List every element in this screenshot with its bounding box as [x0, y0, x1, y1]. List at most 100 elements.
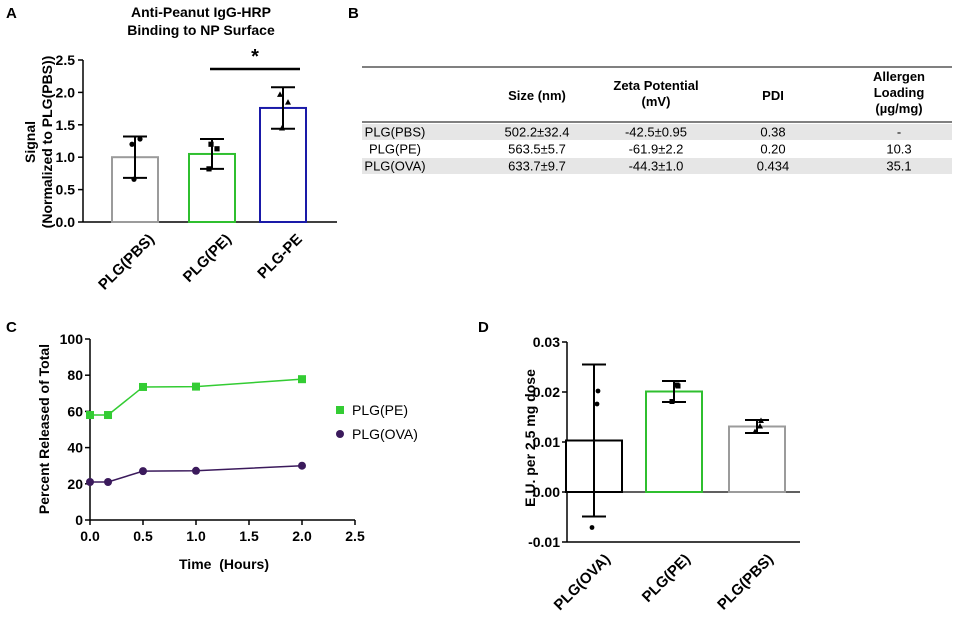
- table-cell: 0.38: [760, 125, 785, 140]
- chart-d-point: [595, 388, 601, 394]
- chart-a-significance-star: *: [251, 46, 259, 68]
- chart-a-ytick-label: 0.5: [56, 182, 76, 198]
- table-cell: -42.5±0.95: [625, 125, 687, 140]
- table-row-shading: [362, 158, 952, 174]
- chart-d-category-label: PLG(OVA): [551, 551, 614, 614]
- chart-c-legend-label: PLG(OVA): [352, 426, 418, 442]
- table-row-shading: [362, 124, 952, 140]
- table-cell: 35.1: [886, 159, 911, 174]
- chart-a-title-line1: Anti-Peanut IgG-HRP: [131, 4, 271, 20]
- table-cell: 10.3: [886, 142, 911, 157]
- chart-c-xtick-label: 2.0: [292, 528, 312, 544]
- chart-d-point: [669, 399, 675, 404]
- chart-a-category-label: PLG(PE): [180, 231, 235, 286]
- table-cell: 0.20: [760, 142, 785, 157]
- chart-a-point: [279, 125, 285, 131]
- chart-c-point-plg-pe: [104, 411, 113, 420]
- table-cell: -44.3±1.0: [629, 159, 684, 174]
- chart-a-ytick-label: 1.0: [56, 149, 76, 165]
- table-b-nanoparticle-properties: Size (nm) Zeta Potential(mV) PDI AllergenLo…: [362, 66, 952, 174]
- chart-c-ytick-label: 60: [67, 403, 83, 419]
- chart-d-bar-plg-pe-: [645, 390, 703, 493]
- chart-d-point: [589, 525, 595, 530]
- chart-a-ytick-label: 2.5: [56, 52, 76, 68]
- chart-c-ytick-label: 0: [75, 512, 83, 528]
- chart-c-ytick-label: 20: [67, 476, 83, 492]
- chart-d-ytick-label: 0.02: [533, 384, 560, 400]
- chart-a-point: [131, 176, 137, 182]
- table-header-cell: Zeta Potential: [613, 78, 698, 93]
- chart-d-ytick-label: -0.01: [528, 534, 560, 550]
- chart-d-point: [674, 382, 680, 388]
- chart-c-ylabel: Percent Released of Total: [36, 344, 52, 514]
- table-cell: PLG(PE): [369, 142, 421, 157]
- table-cell: 502.2±32.4: [505, 125, 570, 140]
- chart-a-ylabel-line1: Signal: [22, 121, 38, 163]
- chart-c-point-plg-ova: [104, 477, 113, 486]
- chart-d-ytick-label: 0.00: [533, 484, 560, 500]
- chart-c-point-plg-ova: [139, 467, 147, 476]
- chart-a-point: [277, 91, 283, 97]
- chart-c-point-plg-ova: [86, 477, 94, 486]
- chart-c-xtick-label: 1.0: [186, 528, 206, 544]
- chart-a-point: [285, 99, 291, 105]
- table-cell: 563.5±5.7: [508, 142, 566, 157]
- table-header-cell: (mV): [642, 94, 671, 109]
- table-cell: PLG(OVA): [364, 159, 425, 174]
- panel-letter-b: B: [348, 5, 359, 22]
- table-header-cell: Loading: [874, 85, 925, 100]
- chart-c-point-plg-pe: [192, 382, 200, 391]
- chart-c-legend-marker: [336, 406, 344, 414]
- chart-c-xtick-label: 2.5: [345, 528, 365, 544]
- table-cell: PLG(PBS): [365, 125, 426, 140]
- chart-d-ylabel: E.U. per 2.5 mg dose: [522, 369, 538, 507]
- chart-d-point: [594, 401, 600, 407]
- table-header-cell: Allergen: [873, 69, 925, 84]
- chart-a-title-line2: Binding to NP Surface: [127, 22, 275, 38]
- chart-a-ytick-label: 2.0: [56, 84, 76, 100]
- chart-d-ytick-label: 0.01: [533, 434, 560, 450]
- chart-c-ytick-label: 80: [67, 367, 83, 383]
- chart-c-point-plg-pe: [139, 382, 147, 391]
- chart-d-point: [758, 417, 764, 423]
- chart-c-point-plg-ova: [192, 466, 200, 475]
- chart-c-xtick-label: 1.5: [239, 528, 259, 544]
- chart-a-point: [129, 141, 135, 147]
- chart-d-ytick-label: 0.03: [533, 334, 560, 350]
- chart-a-point: [137, 136, 143, 142]
- chart-c-ytick-label: 40: [67, 440, 83, 456]
- chart-c-point-plg-pe: [86, 411, 94, 420]
- chart-c-xtick-label: 0.5: [133, 528, 153, 544]
- table-header-cell: (µg/mg): [875, 101, 922, 116]
- panel-letter-a: A: [6, 5, 17, 22]
- chart-a-ytick-label: 0.0: [56, 214, 76, 230]
- chart-d-point: [757, 423, 763, 429]
- chart-a-ylabel-line2: (Normalized to PLG(PBS)): [39, 56, 55, 229]
- table-cell: -61.9±2.2: [629, 142, 684, 157]
- panel-letter-d: D: [478, 319, 489, 336]
- chart-a-point: [214, 146, 220, 152]
- chart-d-endotoxin-bar-chart: E.U. per 2.5 mg dose -0.01 0.00 0.01 0.02 0.…: [522, 334, 800, 614]
- chart-d-point: [752, 428, 758, 434]
- chart-c-legend-label: PLG(PE): [352, 402, 408, 418]
- panel-letter-c: C: [6, 319, 17, 336]
- chart-c-xtick-label: 0.0: [80, 528, 100, 544]
- chart-a-bar-plg-pe: [259, 106, 307, 223]
- chart-c-point-plg-ova: [298, 461, 306, 470]
- chart-d-bar-plg-pbs-: [728, 425, 786, 493]
- chart-d-category-label: PLG(PE): [639, 551, 694, 606]
- table-cell: 0.434: [757, 159, 790, 174]
- chart-d-category-label: PLG(PBS): [714, 551, 777, 614]
- chart-a-signal-bar-chart: Anti-Peanut IgG-HRP Binding to NP Surfac…: [22, 4, 337, 294]
- chart-c-point-plg-pe: [298, 375, 306, 384]
- chart-a-ytick-label: 1.5: [56, 117, 76, 133]
- chart-a-point: [208, 141, 214, 147]
- chart-a-category-label: PLG(PBS): [95, 231, 158, 294]
- chart-c-legend-marker: [336, 430, 344, 438]
- chart-c-ytick-label: 100: [60, 331, 84, 347]
- chart-c-release-line-chart: Percent Released of Total Time (Hours) 0…: [36, 331, 418, 572]
- chart-c-xlabel: Time (Hours): [179, 556, 269, 572]
- table-cell: 633.7±9.7: [508, 159, 566, 174]
- table-header-cell: Size (nm): [508, 88, 566, 103]
